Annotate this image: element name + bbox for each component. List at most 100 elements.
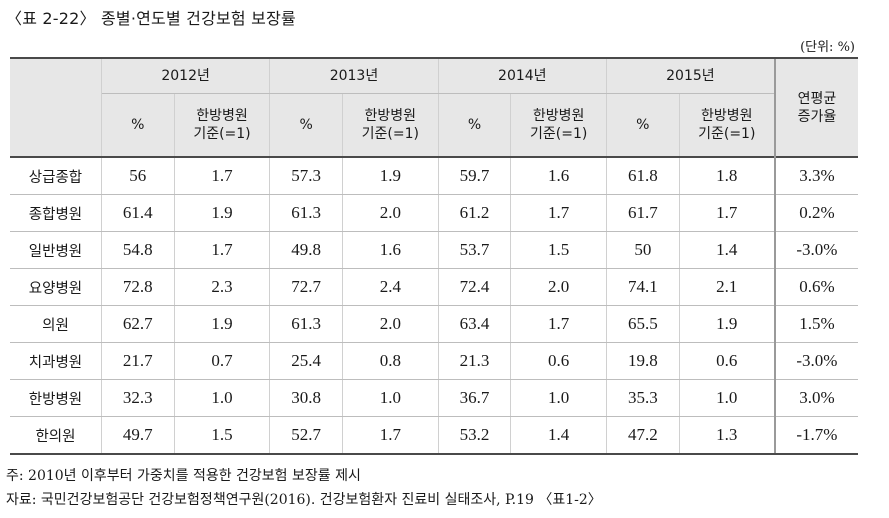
header-base-line2: 기준(=1): [193, 126, 251, 142]
row-label: 상급종합: [10, 156, 102, 195]
cell-pct: 59.7: [437, 156, 512, 195]
cell-base: 1.7: [678, 194, 776, 232]
table-row: 한의원 49.7 1.5 52.7 1.7 53.2 1.4 47.2 1.3 -1.7%: [10, 416, 858, 455]
unit-label: (단위: %): [800, 40, 855, 55]
cell-base: 1.9: [342, 156, 439, 195]
header-year: 2012년: [100, 57, 271, 94]
cell-base: 1.4: [510, 416, 607, 455]
cell-pct: 49.8: [269, 231, 344, 269]
header-base-line1: 한방병원: [532, 108, 585, 124]
cell-base: 1.0: [173, 379, 271, 417]
cell-pct: 61.3: [269, 194, 344, 232]
cell-pct: 72.8: [100, 268, 175, 306]
cell-base: 1.3: [678, 416, 776, 455]
cell-base: 1.5: [173, 416, 271, 455]
table-caption: 〈표 2-22〉 종별·연도별 건강보험 보장률: [6, 9, 296, 28]
header-pct: %: [269, 93, 344, 158]
header-base-line2: 기준(=1): [698, 126, 756, 142]
cell-pct: 61.7: [605, 194, 680, 232]
cell-base: 1.7: [342, 416, 439, 455]
cell-growth: -1.7%: [773, 416, 858, 455]
cell-pct: 62.7: [100, 305, 175, 343]
cell-pct: 50: [605, 231, 680, 269]
cell-pct: 52.7: [269, 416, 344, 455]
cell-base: 1.7: [510, 305, 607, 343]
header-growth-line1: 연평균: [797, 90, 837, 107]
header-year: 2014년: [437, 57, 607, 94]
header-growth-line2: 증가율: [797, 108, 837, 125]
cell-pct: 61.8: [605, 156, 680, 195]
cell-pct: 53.7: [437, 231, 512, 269]
row-label: 의원: [10, 305, 102, 343]
cell-pct: 61.3: [269, 305, 344, 343]
cell-base: 1.6: [342, 231, 439, 269]
cell-pct: 32.3: [100, 379, 175, 417]
cell-base: 1.9: [678, 305, 776, 343]
cell-base: 1.7: [173, 231, 271, 269]
row-label: 요양병원: [10, 268, 102, 306]
cell-base: 1.7: [173, 156, 271, 195]
header-base-line2: 기준(=1): [530, 126, 588, 142]
cell-base: 2.4: [342, 268, 439, 306]
cell-base: 0.6: [510, 342, 607, 380]
cell-pct: 72.7: [269, 268, 344, 306]
cell-pct: 35.3: [605, 379, 680, 417]
row-label: 종합병원: [10, 194, 102, 232]
table-body: 상급종합 56 1.7 57.3 1.9 59.7 1.6 61.8 1.8 3.3% 종합병원 61…: [10, 156, 858, 455]
header-base-line2: 기준(=1): [361, 126, 419, 142]
cell-growth: -3.0%: [773, 231, 858, 269]
table-row: 상급종합 56 1.7 57.3 1.9 59.7 1.6 61.8 1.8 3.3%: [10, 156, 858, 195]
cell-base: 0.6: [678, 342, 776, 380]
header-pct: %: [437, 93, 512, 158]
cell-base: 1.7: [510, 194, 607, 232]
cell-pct: 30.8: [269, 379, 344, 417]
table-row: 요양병원 72.8 2.3 72.7 2.4 72.4 2.0 74.1 2.1 0.6%: [10, 268, 858, 306]
header-base-line1: 한방병원: [196, 108, 248, 124]
cell-pct: 36.7: [437, 379, 512, 417]
cell-pct: 49.7: [100, 416, 175, 455]
table-row: 한방병원 32.3 1.0 30.8 1.0 36.7 1.0 35.3 1.0 3.0%: [10, 379, 858, 417]
cell-base: 2.3: [173, 268, 271, 306]
header-pct: %: [605, 93, 680, 158]
cell-base: 1.5: [510, 231, 607, 269]
cell-base: 1.0: [342, 379, 439, 417]
cell-pct: 19.8: [605, 342, 680, 380]
header-year: 2013년: [269, 57, 439, 94]
cell-base: 2.0: [342, 194, 439, 232]
row-label: 일반병원: [10, 231, 102, 269]
cell-growth: 0.2%: [773, 194, 858, 232]
cell-base: 2.0: [342, 305, 439, 343]
cell-growth: 1.5%: [773, 305, 858, 343]
cell-pct: 61.4: [100, 194, 175, 232]
cell-base: 1.0: [510, 379, 607, 417]
cell-pct: 54.8: [100, 231, 175, 269]
footnote-source: 자료: 국민건강보험공단 건강보험정책연구원(2016). 건강보험환자 진료비…: [6, 492, 602, 508]
header-base-line1: 한방병원: [700, 108, 753, 124]
cell-pct: 72.4: [437, 268, 512, 306]
row-label: 치과병원: [10, 342, 102, 380]
cell-pct: 25.4: [269, 342, 344, 380]
table-row: 종합병원 61.4 1.9 61.3 2.0 61.2 1.7 61.7 1.7 0.2%: [10, 194, 858, 232]
table-row: 일반병원 54.8 1.7 49.8 1.6 53.7 1.5 50 1.4 -3.0%: [10, 231, 858, 269]
table-row: 의원 62.7 1.9 61.3 2.0 63.4 1.7 65.5 1.9 1.5%: [10, 305, 858, 343]
footnote-note: 주: 2010년 이후부터 가중치를 적용한 건강보험 보장률 제시: [6, 468, 361, 484]
header-year: 2015년: [605, 57, 776, 94]
cell-pct: 21.7: [100, 342, 175, 380]
cell-pct: 47.2: [605, 416, 680, 455]
table-row: 치과병원 21.7 0.7 25.4 0.8 21.3 0.6 19.8 0.6 -3.0%: [10, 342, 858, 380]
cell-base: 0.7: [173, 342, 271, 380]
cell-base: 1.6: [510, 156, 607, 195]
header-base-line1: 한방병원: [364, 108, 417, 124]
header-growth: 연평균 증가율: [773, 57, 858, 158]
header-corner: [10, 57, 102, 158]
cell-base: 2.0: [510, 268, 607, 306]
cell-growth: 0.6%: [773, 268, 858, 306]
cell-base: 1.4: [678, 231, 776, 269]
cell-pct: 57.3: [269, 156, 344, 195]
cell-pct: 74.1: [605, 268, 680, 306]
cell-pct: 63.4: [437, 305, 512, 343]
